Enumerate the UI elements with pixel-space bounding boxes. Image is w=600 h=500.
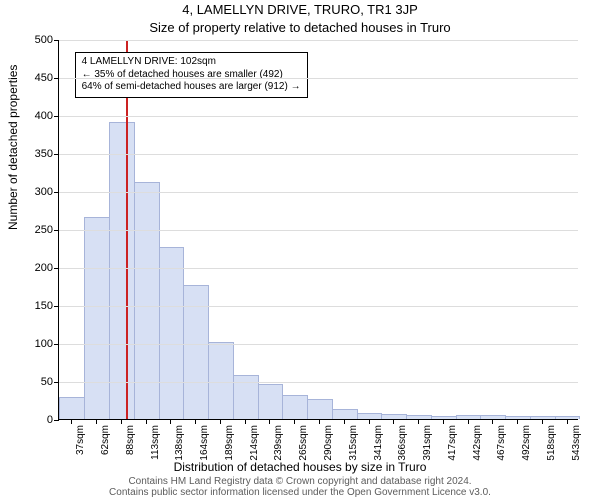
anno-line-2: ← 35% of detached houses are smaller (49… — [82, 69, 301, 82]
bar — [208, 342, 234, 419]
gridline-h — [59, 154, 578, 155]
xtick-mark — [220, 419, 221, 424]
bar — [530, 416, 556, 419]
xtick-mark — [294, 419, 295, 424]
ytick-mark — [54, 78, 59, 79]
ytick-mark — [54, 230, 59, 231]
annotation-box: 4 LAMELLYN DRIVE: 102sqm ← 35% of detach… — [75, 52, 308, 98]
bar — [258, 384, 284, 419]
ytick-label: 50 — [41, 376, 53, 388]
footnote: Contains HM Land Registry data © Crown c… — [0, 477, 600, 498]
xtick-label: 239sqm — [273, 425, 284, 461]
xtick-label: 543sqm — [571, 425, 582, 461]
ytick-mark — [54, 382, 59, 383]
xtick-label: 467sqm — [496, 425, 507, 461]
footnote-line-2: Contains public sector information licen… — [0, 488, 600, 499]
xtick-label: 366sqm — [397, 425, 408, 461]
gridline-h — [59, 192, 578, 193]
gridline-h — [59, 230, 578, 231]
gridline-h — [59, 116, 578, 117]
xtick-mark — [517, 419, 518, 424]
ytick-mark — [54, 420, 59, 421]
bar — [332, 409, 358, 419]
xtick-label: 164sqm — [199, 425, 210, 461]
xtick-mark — [146, 419, 147, 424]
gridline-h — [59, 268, 578, 269]
xtick-label: 518sqm — [546, 425, 557, 461]
xtick-mark — [418, 419, 419, 424]
ytick-label: 200 — [35, 262, 53, 274]
xtick-mark — [542, 419, 543, 424]
ytick-label: 300 — [35, 186, 53, 198]
xtick-label: 391sqm — [422, 425, 433, 461]
xtick-label: 88sqm — [125, 425, 136, 455]
ytick-label: 500 — [35, 34, 53, 46]
bar — [59, 397, 85, 419]
xtick-mark — [344, 419, 345, 424]
ytick-mark — [54, 306, 59, 307]
ytick-label: 450 — [35, 72, 53, 84]
bar — [307, 399, 333, 419]
x-axis-label: Distribution of detached houses by size … — [0, 460, 600, 474]
xtick-mark — [170, 419, 171, 424]
gridline-h — [59, 306, 578, 307]
ytick-mark — [54, 268, 59, 269]
xtick-label: 315sqm — [348, 425, 359, 461]
xtick-mark — [71, 419, 72, 424]
xtick-label: 62sqm — [100, 425, 111, 455]
ytick-label: 100 — [35, 338, 53, 350]
ytick-label: 0 — [47, 414, 53, 426]
xtick-label: 113sqm — [150, 425, 161, 460]
xtick-label: 189sqm — [224, 425, 235, 461]
bar — [282, 395, 308, 419]
xtick-mark — [121, 419, 122, 424]
ytick-mark — [54, 116, 59, 117]
xtick-mark — [492, 419, 493, 424]
gridline-h — [59, 40, 578, 41]
bar — [84, 217, 110, 419]
xtick-mark — [96, 419, 97, 424]
anno-line-3: 64% of semi-detached houses are larger (… — [82, 81, 301, 94]
bar — [431, 416, 457, 419]
xtick-mark — [269, 419, 270, 424]
xtick-mark — [245, 419, 246, 424]
xtick-label: 290sqm — [323, 425, 334, 461]
ytick-label: 350 — [35, 148, 53, 160]
xtick-label: 214sqm — [249, 425, 260, 461]
gridline-h — [59, 382, 578, 383]
xtick-label: 442sqm — [472, 425, 483, 461]
plot-area: 4 LAMELLYN DRIVE: 102sqm ← 35% of detach… — [58, 40, 578, 420]
xtick-mark — [443, 419, 444, 424]
xtick-label: 341sqm — [373, 425, 384, 461]
ytick-mark — [54, 192, 59, 193]
xtick-mark — [567, 419, 568, 424]
ytick-mark — [54, 40, 59, 41]
footnote-line-1: Contains HM Land Registry data © Crown c… — [0, 477, 600, 488]
xtick-mark — [393, 419, 394, 424]
ytick-mark — [54, 154, 59, 155]
ytick-label: 250 — [35, 224, 53, 236]
xtick-label: 265sqm — [298, 425, 309, 461]
xtick-label: 417sqm — [447, 425, 458, 461]
gridline-h — [59, 344, 578, 345]
xtick-mark — [369, 419, 370, 424]
xtick-mark — [319, 419, 320, 424]
xtick-label: 37sqm — [75, 425, 86, 455]
xtick-mark — [195, 419, 196, 424]
xtick-label: 138sqm — [174, 425, 185, 461]
bar — [109, 122, 135, 419]
xtick-mark — [468, 419, 469, 424]
ytick-label: 400 — [35, 110, 53, 122]
chart-title-line1: 4, LAMELLYN DRIVE, TRURO, TR1 3JP — [0, 2, 600, 17]
bar — [159, 247, 185, 419]
y-axis-label: Number of detached properties — [6, 65, 20, 230]
ytick-label: 150 — [35, 300, 53, 312]
anno-line-1: 4 LAMELLYN DRIVE: 102sqm — [82, 56, 301, 69]
chart-title-line2: Size of property relative to detached ho… — [0, 20, 600, 35]
bar — [134, 182, 160, 419]
ytick-mark — [54, 344, 59, 345]
gridline-h — [59, 78, 578, 79]
xtick-label: 492sqm — [521, 425, 532, 461]
